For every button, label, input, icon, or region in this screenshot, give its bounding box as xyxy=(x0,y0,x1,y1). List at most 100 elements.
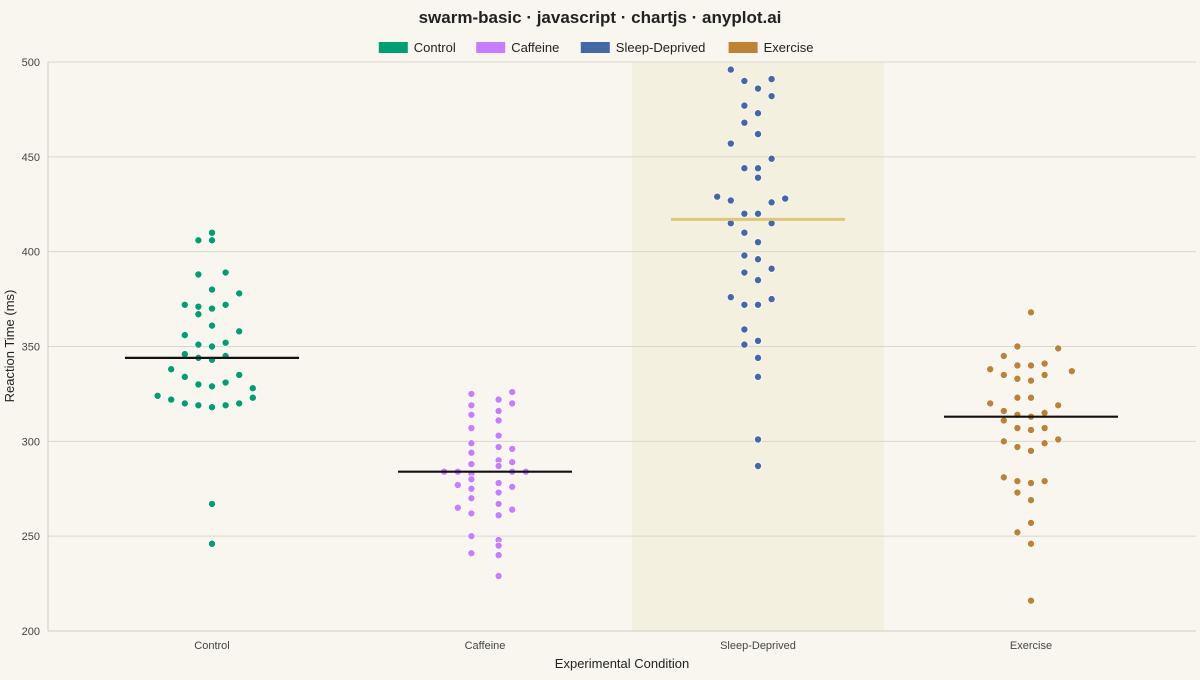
data-point xyxy=(1027,361,1036,370)
data-point xyxy=(1013,477,1022,486)
data-point xyxy=(1040,439,1049,448)
chart-title: swarm-basic · javascript · chartjs · any… xyxy=(419,8,782,27)
data-point xyxy=(1040,370,1049,379)
y-tick-label: 200 xyxy=(22,626,40,638)
data-point xyxy=(1040,477,1049,486)
data-point xyxy=(467,549,476,558)
data-point xyxy=(508,399,517,408)
data-point xyxy=(1027,308,1036,317)
data-point xyxy=(494,499,503,508)
data-point xyxy=(167,365,176,374)
data-point xyxy=(726,139,735,148)
data-point xyxy=(207,499,216,508)
data-point xyxy=(221,300,230,309)
data-point xyxy=(767,264,776,273)
data-point xyxy=(207,403,216,412)
data-point xyxy=(221,338,230,347)
data-point xyxy=(235,399,244,408)
data-point xyxy=(508,388,517,397)
data-point xyxy=(754,300,763,309)
data-point xyxy=(986,365,995,374)
data-point xyxy=(754,209,763,218)
data-point xyxy=(1054,344,1063,353)
data-point xyxy=(1027,393,1036,402)
x-tick-label: Control xyxy=(194,640,229,652)
data-point xyxy=(754,130,763,139)
legend-label: Caffeine xyxy=(511,40,559,55)
y-tick-label: 450 xyxy=(22,152,40,164)
legend-item: Caffeine xyxy=(476,40,559,55)
data-point xyxy=(494,395,503,404)
data-point xyxy=(1067,367,1076,376)
data-point xyxy=(194,310,203,319)
data-point xyxy=(754,238,763,247)
data-point xyxy=(767,154,776,163)
data-point xyxy=(999,416,1008,425)
data-points xyxy=(153,65,1076,605)
data-point xyxy=(467,448,476,457)
y-axis-label: Reaction Time (ms) xyxy=(2,290,17,403)
data-point xyxy=(494,406,503,415)
data-point xyxy=(180,300,189,309)
data-point xyxy=(740,209,749,218)
legend: Control Caffeine Sleep-Deprived Exercise xyxy=(378,40,814,55)
y-tick-label: 250 xyxy=(22,531,40,543)
data-point xyxy=(467,439,476,448)
data-point xyxy=(1027,539,1036,548)
data-point xyxy=(1027,496,1036,505)
data-point xyxy=(508,444,517,453)
data-point xyxy=(207,236,216,245)
mean-lines xyxy=(125,217,1118,473)
x-tick-label: Exercise xyxy=(1010,640,1052,652)
legend-label: Exercise xyxy=(764,40,814,55)
x-tick-label: Sleep-Deprived xyxy=(720,640,796,652)
data-point xyxy=(207,304,216,313)
data-point xyxy=(999,370,1008,379)
data-point xyxy=(194,401,203,410)
data-point xyxy=(754,435,763,444)
data-point xyxy=(207,539,216,548)
data-point xyxy=(1040,408,1049,417)
data-point xyxy=(754,461,763,470)
data-point xyxy=(194,270,203,279)
data-point xyxy=(207,321,216,330)
data-point xyxy=(494,541,503,550)
y-tick-label: 400 xyxy=(22,247,40,259)
data-point xyxy=(194,302,203,311)
data-point xyxy=(467,460,476,469)
data-point xyxy=(726,196,735,205)
legend-swatch xyxy=(378,42,408,53)
x-tick-label: Caffeine xyxy=(465,640,506,652)
data-point xyxy=(754,372,763,381)
data-point xyxy=(180,350,189,359)
data-point xyxy=(767,92,776,101)
data-point xyxy=(999,473,1008,482)
data-point xyxy=(1013,342,1022,351)
data-point xyxy=(713,192,722,201)
data-point xyxy=(767,75,776,84)
data-point xyxy=(740,101,749,110)
data-point xyxy=(1013,443,1022,452)
data-point xyxy=(754,109,763,118)
data-point xyxy=(235,327,244,336)
data-point xyxy=(999,437,1008,446)
legend-swatch xyxy=(728,42,758,53)
data-point xyxy=(508,458,517,467)
data-point xyxy=(986,399,995,408)
y-tick-label: 500 xyxy=(22,57,40,69)
data-point xyxy=(467,475,476,484)
data-point xyxy=(781,194,790,203)
data-point xyxy=(467,494,476,503)
data-point xyxy=(153,391,162,400)
data-point xyxy=(494,488,503,497)
data-point xyxy=(453,503,462,512)
data-point xyxy=(235,370,244,379)
legend-label: Sleep-Deprived xyxy=(616,40,706,55)
data-point xyxy=(740,268,749,277)
data-point xyxy=(221,268,230,277)
data-point xyxy=(180,372,189,381)
data-point xyxy=(207,285,216,294)
data-point xyxy=(1054,401,1063,410)
legend-swatch xyxy=(476,42,506,53)
series-caffeine xyxy=(440,388,530,580)
